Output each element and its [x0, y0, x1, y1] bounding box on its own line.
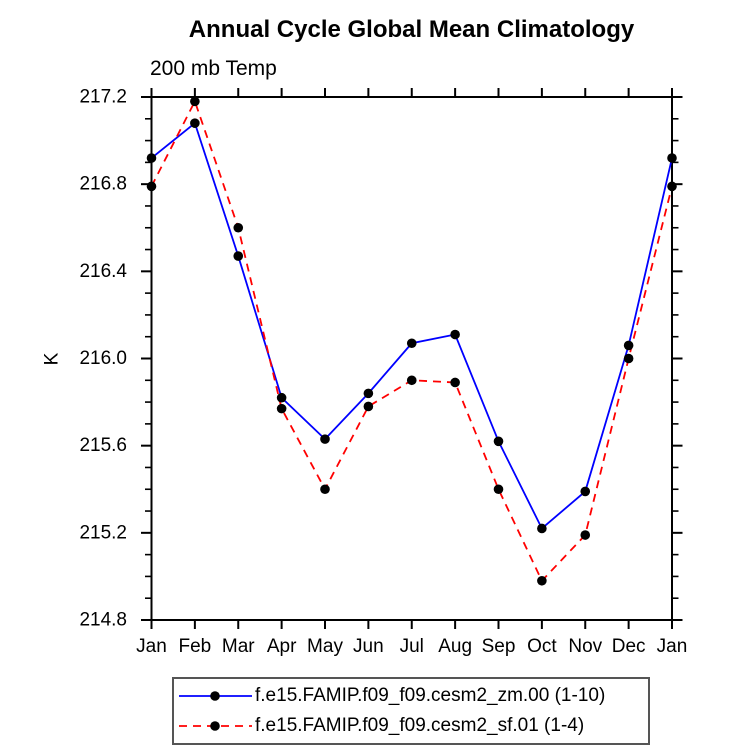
y-tick-label: 216.4 — [79, 261, 127, 282]
x-tick-label: Sep — [482, 636, 516, 657]
data-point-marker-1 — [450, 377, 460, 388]
data-point-marker-0 — [363, 388, 374, 399]
y-tick-label: 215.6 — [79, 435, 127, 456]
y-tick-label: 216.0 — [79, 348, 127, 369]
series-line-0 — [150, 121, 673, 530]
legend-item-sf01: f.e15.FAMIP.f09_f09.cesm2_sf.01 (1-4) — [178, 713, 648, 739]
x-tick-label: Feb — [179, 636, 212, 657]
data-point-marker-0 — [320, 434, 330, 444]
x-tick-label: Apr — [267, 636, 297, 657]
chart-title: Annual Cycle Global Mean Climatology — [188, 16, 635, 43]
legend-label-sf01: f.e15.FAMIP.f09_f09.cesm2_sf.01 (1-4) — [255, 715, 585, 736]
legend-line-sample-dashed — [179, 721, 252, 731]
x-tick-label: Jan — [657, 636, 688, 657]
chart-subtitle: 200 mb Temp — [150, 57, 277, 80]
data-point-marker-1 — [320, 484, 330, 495]
data-point-marker-0 — [406, 338, 417, 349]
x-tick-label: May — [307, 636, 343, 657]
data-point-marker-1 — [363, 401, 374, 412]
data-point-marker-1 — [537, 575, 547, 586]
data-point-marker-1 — [667, 181, 677, 192]
x-tick-label: Jun — [353, 636, 384, 657]
data-point-marker-1 — [406, 375, 417, 386]
data-point-marker-1 — [233, 222, 244, 233]
plot-frame — [150, 96, 673, 621]
legend-label-zm00: f.e15.FAMIP.f09_f09.cesm2_zm.00 (1-10) — [255, 685, 606, 706]
x-tick-label: Jul — [400, 636, 424, 657]
data-point-marker-0 — [580, 486, 591, 497]
data-point-marker-1 — [580, 530, 591, 540]
data-point-marker-0 — [450, 329, 460, 340]
data-point-marker-1 — [623, 353, 634, 364]
data-point-marker-0 — [190, 118, 200, 128]
legend-sample-marker-icon — [210, 691, 220, 701]
legend-line-sample-solid — [179, 691, 252, 701]
data-point-marker-1 — [493, 484, 504, 495]
data-point-marker-0 — [146, 153, 157, 163]
data-point-marker-1 — [276, 403, 287, 414]
x-tick-label: Mar — [222, 636, 255, 657]
data-point-marker-1 — [190, 96, 200, 107]
y-tick-label: 216.8 — [79, 174, 127, 195]
x-tick-label: Jan — [136, 636, 167, 657]
data-point-marker-0 — [233, 251, 244, 261]
y-tick-label: 217.2 — [79, 87, 127, 108]
x-tick-label: Aug — [438, 636, 472, 657]
data-point-marker-0 — [623, 340, 634, 351]
x-tick-label: Nov — [568, 636, 602, 657]
data-point-marker-0 — [667, 153, 677, 163]
data-point-marker-0 — [276, 392, 287, 403]
x-tick-label: Dec — [612, 636, 646, 657]
legend-sample-marker-icon — [210, 721, 220, 731]
legend-item-zm00: f.e15.FAMIP.f09_f09.cesm2_zm.00 (1-10) — [178, 683, 648, 709]
data-point-marker-0 — [537, 523, 547, 534]
y-tick-label: 214.8 — [79, 610, 127, 631]
legend: f.e15.FAMIP.f09_f09.cesm2_zm.00 (1-10) f… — [172, 677, 650, 745]
y-tick-label: 215.2 — [79, 522, 127, 543]
x-tick-label: Oct — [527, 636, 557, 657]
data-point-marker-1 — [146, 181, 157, 192]
data-point-marker-0 — [493, 436, 504, 447]
